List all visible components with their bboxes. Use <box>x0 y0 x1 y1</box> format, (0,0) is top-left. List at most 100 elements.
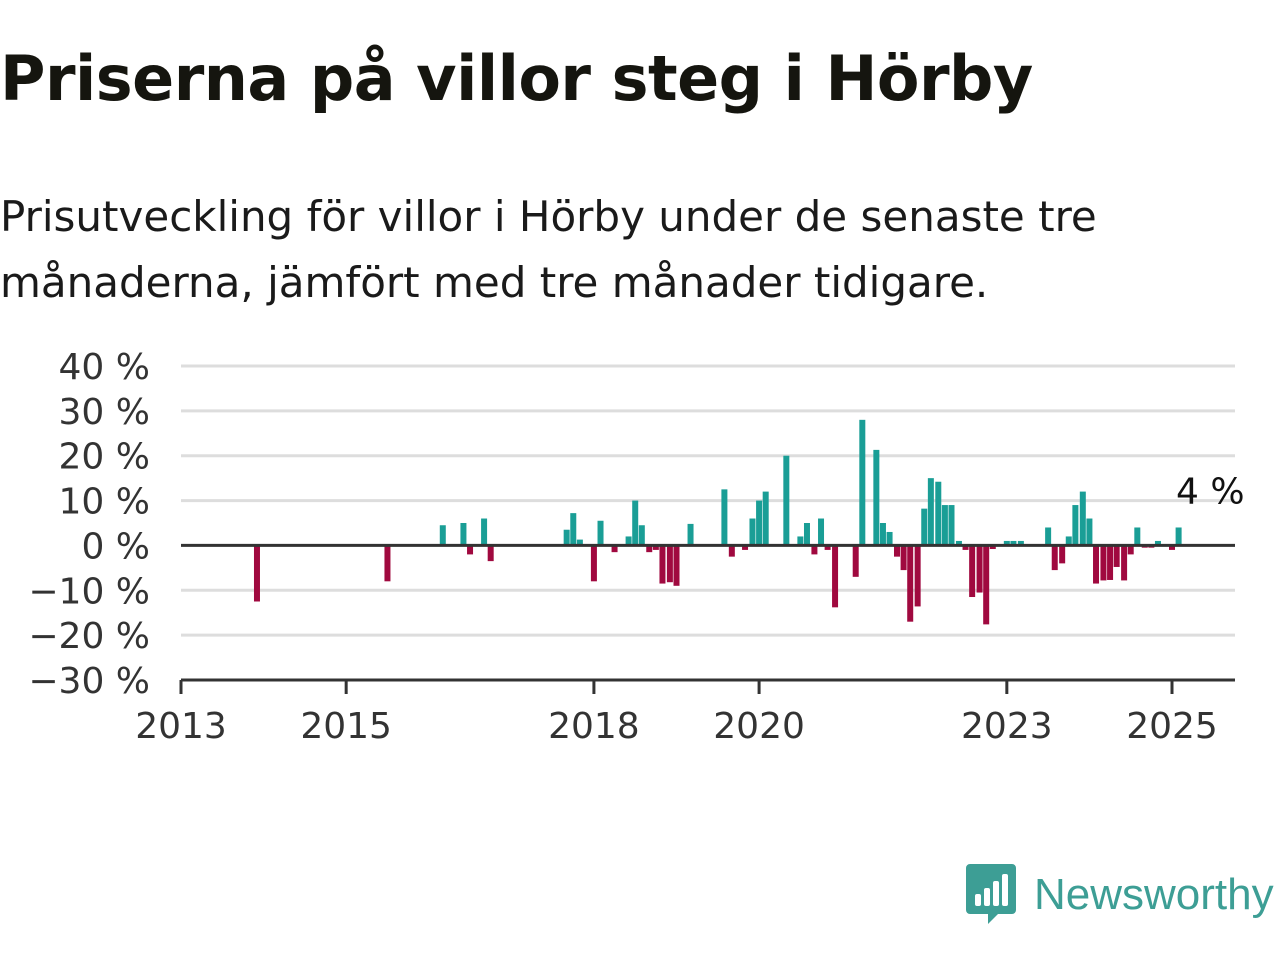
bar-positive <box>1017 540 1024 546</box>
y-tick-label: −20 % <box>28 616 150 657</box>
bar-positive <box>481 518 488 546</box>
bar-positive <box>1072 505 1079 546</box>
x-tick-label: 2013 <box>135 706 227 747</box>
bar-positive <box>721 489 728 546</box>
y-tick-label: −10 % <box>28 571 150 612</box>
bar-negative <box>811 545 818 555</box>
bar-positive <box>576 539 583 546</box>
bar-positive <box>762 491 769 546</box>
bar-positive <box>439 525 446 546</box>
bar-negative <box>673 545 680 586</box>
bar-chart-speech-bubble-icon <box>966 864 1016 924</box>
bar-negative <box>900 545 907 571</box>
bar-negative <box>1051 545 1058 571</box>
bar-positive <box>1175 527 1182 546</box>
bar-negative <box>590 545 597 582</box>
x-tick-label: 2015 <box>300 706 392 747</box>
bar-positive <box>886 531 893 546</box>
bar-positive <box>927 478 934 546</box>
bar-negative <box>652 545 659 550</box>
bar-negative <box>852 545 859 577</box>
bar-positive <box>756 500 763 546</box>
bar-positive <box>1154 540 1161 546</box>
x-tick-label: 2020 <box>713 706 805 747</box>
bar-negative <box>989 545 996 550</box>
bar-negative <box>1127 545 1134 555</box>
bar-positive <box>1079 491 1086 546</box>
y-tick-label: 40 % <box>59 347 150 388</box>
y-tick-label: 10 % <box>59 482 150 523</box>
bar-positive <box>1086 518 1093 546</box>
bar-positive <box>563 529 570 546</box>
bars <box>253 419 1182 625</box>
bar-positive <box>632 500 639 546</box>
chart-title: Priserna på villor steg i Hörby <box>0 42 1033 115</box>
bar-negative <box>467 545 474 555</box>
bar-negative <box>983 545 990 625</box>
bar-positive <box>955 540 962 546</box>
tick-labels: 40 %30 %20 %10 %0 %−10 %−20 %−30 %2013 20… <box>28 347 1244 747</box>
bar-positive <box>803 523 810 546</box>
bar-chart: 40 %30 %20 %10 %0 %−10 %−20 %−30 %2013 20… <box>28 347 1244 747</box>
bar-negative <box>1121 545 1128 581</box>
bar-negative <box>1059 545 1066 564</box>
bar-negative <box>893 545 900 557</box>
bar-negative <box>728 545 735 557</box>
bar-positive <box>948 505 955 546</box>
brand-name: Newsworthy <box>1034 870 1274 919</box>
bar-positive <box>879 523 886 546</box>
chart-subtitle: Prisutveckling för villor i Hörby under … <box>0 192 1097 307</box>
bar-negative <box>1107 545 1114 580</box>
bar-negative <box>1169 545 1175 550</box>
bar-positive <box>638 525 645 546</box>
bar-negative <box>666 545 673 583</box>
brand-logo: Newsworthy <box>966 864 1274 926</box>
bar-negative <box>1100 545 1107 581</box>
bar-negative <box>1093 545 1100 584</box>
bar-negative <box>914 545 921 607</box>
x-tick-label: 2023 <box>961 706 1053 747</box>
bar-negative <box>646 545 653 553</box>
bar-positive <box>859 419 866 546</box>
bar-positive <box>749 518 756 546</box>
y-tick-label: −30 % <box>28 661 150 702</box>
bar-positive <box>935 481 942 546</box>
bar-positive <box>921 508 928 546</box>
bar-negative <box>976 545 983 593</box>
bar-positive <box>625 536 632 546</box>
bar-negative <box>611 545 618 553</box>
bar-positive <box>687 523 694 546</box>
bar-negative <box>907 545 914 622</box>
axes <box>179 543 1235 694</box>
y-tick-label: 20 % <box>59 437 150 478</box>
x-tick-label: 2025 <box>1126 706 1218 747</box>
bar-positive <box>1003 540 1010 546</box>
bar-negative <box>659 545 666 584</box>
bar-negative <box>487 545 494 562</box>
bar-positive <box>1045 527 1052 546</box>
bar-positive <box>1065 536 1072 546</box>
bar-positive <box>597 520 604 546</box>
bar-negative <box>742 545 749 550</box>
bar-negative <box>969 545 976 598</box>
bar-negative <box>1113 545 1120 567</box>
bar-negative <box>824 545 831 550</box>
bar-positive <box>460 523 467 546</box>
bar-positive <box>941 505 948 546</box>
y-tick-label: 30 % <box>59 392 150 433</box>
bar-negative <box>832 545 839 608</box>
y-tick-label: 0 % <box>81 526 150 567</box>
bar-positive <box>1010 540 1017 546</box>
bar-positive <box>570 513 577 546</box>
latest-value-annotation: 4 % <box>1176 471 1245 512</box>
bar-positive <box>797 536 804 546</box>
bar-positive <box>818 518 825 546</box>
bar-positive <box>783 455 790 546</box>
gridlines <box>181 364 1235 637</box>
bar-negative <box>253 545 260 602</box>
bar-negative <box>962 545 969 550</box>
x-tick-label: 2018 <box>548 706 640 747</box>
bar-negative <box>384 545 391 582</box>
bar-positive <box>1134 527 1141 546</box>
bar-positive <box>873 449 880 546</box>
